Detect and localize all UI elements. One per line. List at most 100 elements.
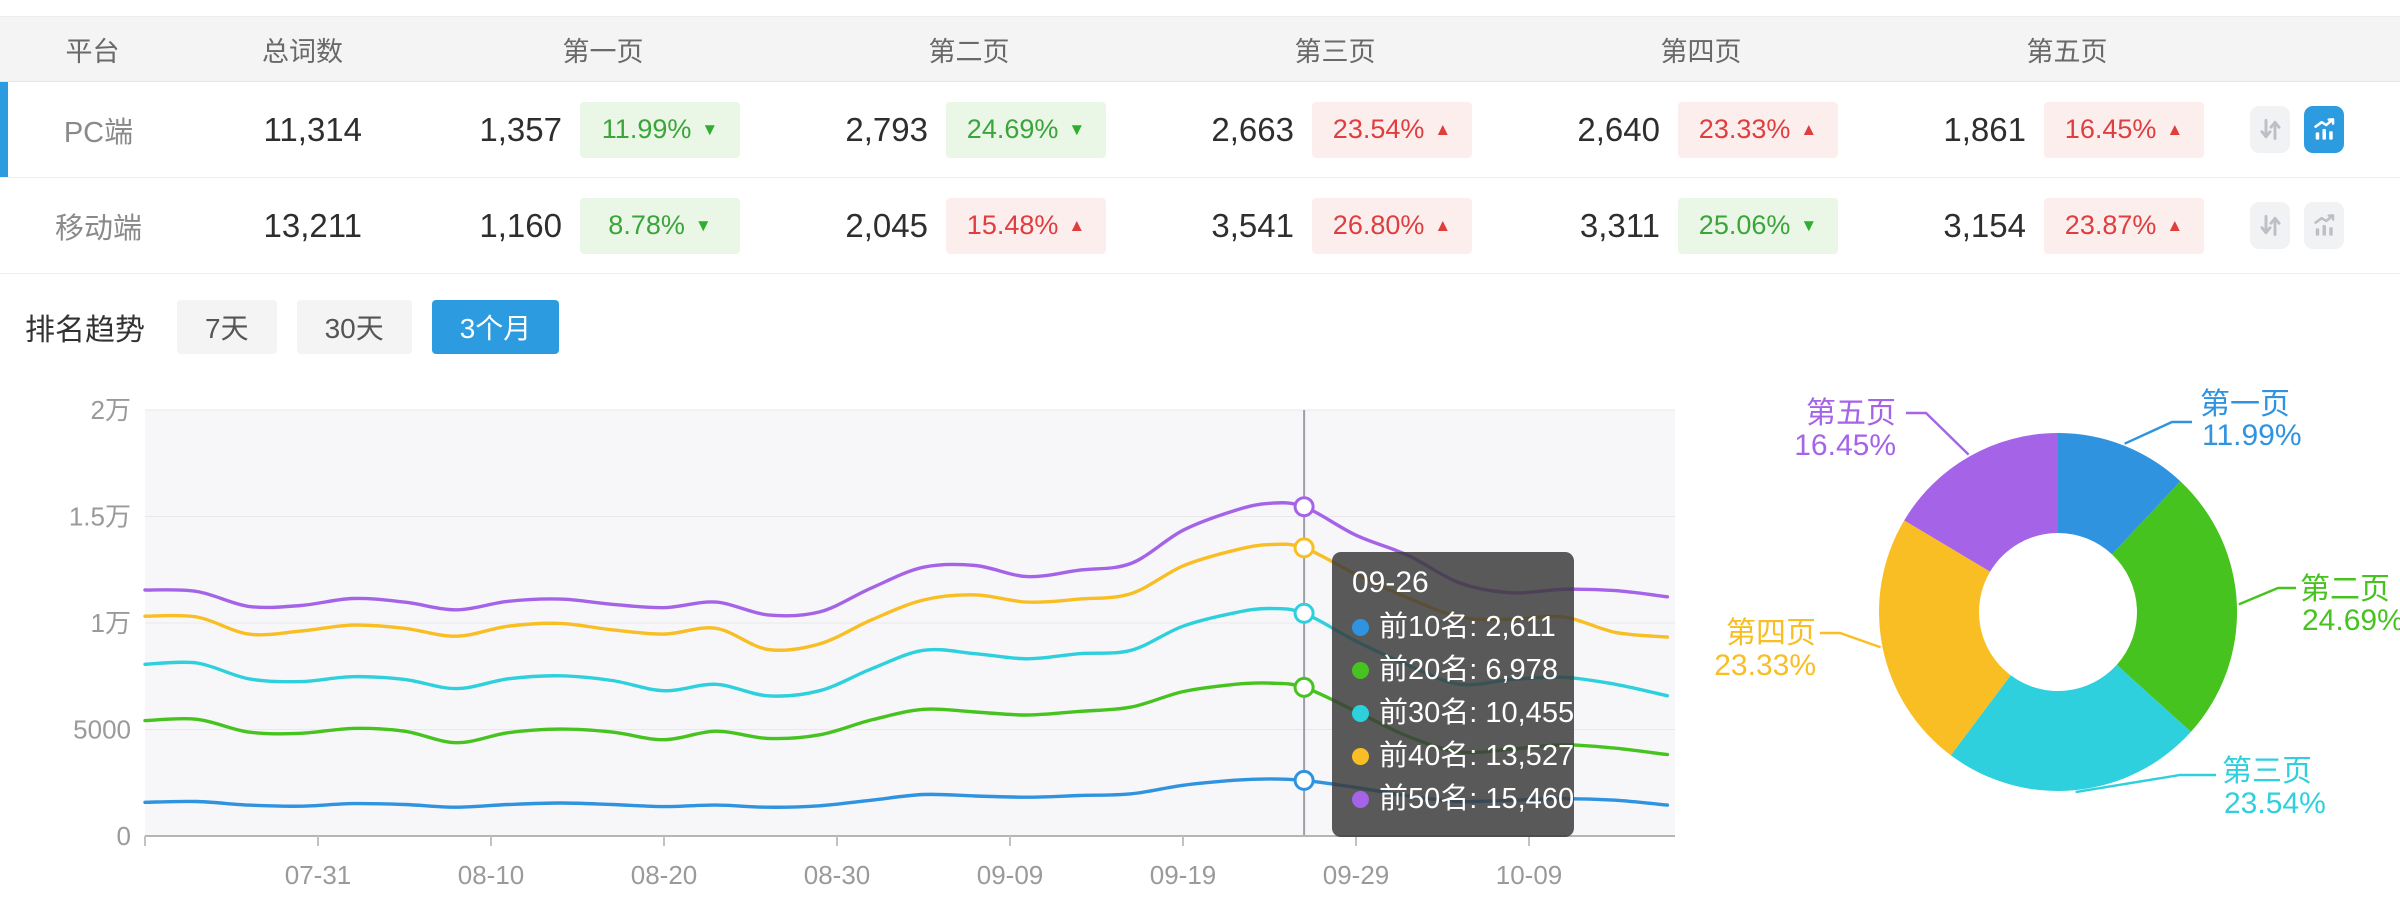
donut-label-leader bbox=[1820, 631, 1881, 649]
column-header-4: 第二页 bbox=[928, 36, 1010, 67]
row-actions bbox=[2250, 202, 2400, 249]
sort-button[interactable] bbox=[2250, 202, 2290, 249]
tab-range-3[interactable]: 3个月 bbox=[431, 300, 560, 354]
donut-label-percent: 23.33% bbox=[1714, 649, 1816, 682]
table-body: PC端 11,314 1,357 11.99% ▼ 2,793 24.69% ▼ 2,663 23… bbox=[0, 82, 2400, 274]
sort-button[interactable] bbox=[2250, 106, 2290, 153]
series-dot-icon bbox=[1352, 705, 1369, 722]
page-2-count: 2,793 bbox=[845, 110, 928, 148]
trend-chart-button[interactable] bbox=[2304, 106, 2344, 153]
y-axis-label: 0 bbox=[117, 821, 131, 851]
page-4-percent-badge: 25.06% ▼ bbox=[1678, 197, 1838, 254]
donut-label-name: 第五页 bbox=[1806, 397, 1896, 430]
x-axis-label: 10-09 bbox=[1496, 860, 1563, 890]
page-5-percent-badge: 23.87% ▲ bbox=[2044, 197, 2204, 254]
x-axis-label: 07-31 bbox=[285, 860, 352, 890]
x-axis-label: 08-10 bbox=[458, 860, 525, 890]
y-axis-label: 1万 bbox=[91, 608, 131, 638]
table-row[interactable]: 移动端 13,211 1,160 8.78% ▼ 2,045 15.48% ▲ 3,541 26.… bbox=[0, 178, 2400, 274]
table-row[interactable]: PC端 11,314 1,357 11.99% ▼ 2,793 24.69% ▼ 2,663 23… bbox=[0, 82, 2400, 178]
tooltip-series-value: 前30名: 10,455 bbox=[1379, 697, 1575, 729]
page-1-count: 1,357 bbox=[479, 110, 562, 148]
hover-marker-前30名 bbox=[1293, 602, 1315, 624]
column-header-1: 平台 bbox=[65, 36, 120, 67]
column-header-6: 第四页 bbox=[1660, 36, 1742, 67]
x-axis-label: 08-30 bbox=[804, 860, 871, 890]
trend-toolbar: 排名趋势 7天 30天 3个月 bbox=[25, 300, 2400, 354]
up-triangle-icon: ▲ bbox=[1068, 215, 1086, 235]
donut-slice-第三页[interactable] bbox=[1950, 664, 2191, 791]
x-axis-label: 09-19 bbox=[1150, 860, 1217, 890]
donut-label-percent: 23.54% bbox=[2224, 787, 2326, 820]
tooltip-series-row: 前20名: 6,978 bbox=[1352, 649, 1558, 692]
page-5-count: 1,861 bbox=[1943, 110, 2026, 148]
column-header-3: 第一页 bbox=[562, 36, 644, 67]
column-header-7: 第五页 bbox=[2026, 36, 2108, 67]
row-actions bbox=[2250, 106, 2400, 153]
trend-title: 排名趋势 bbox=[25, 314, 145, 347]
donut-label-name: 第三页 bbox=[2222, 755, 2312, 788]
percent-value: 16.45% bbox=[2064, 114, 2157, 144]
hover-marker-前10名 bbox=[1293, 769, 1315, 791]
trend-chart-button[interactable] bbox=[2304, 202, 2344, 249]
down-triangle-icon: ▼ bbox=[1800, 215, 1818, 235]
down-triangle-icon: ▼ bbox=[701, 119, 719, 139]
page-4-cell: 3,311 25.06% ▼ bbox=[1518, 197, 1884, 254]
tooltip-series-value: 前10名: 2,611 bbox=[1379, 611, 1556, 643]
donut-label-leader bbox=[2124, 420, 2192, 445]
donut-label-percent: 24.69% bbox=[2302, 604, 2400, 637]
page-5-count: 3,154 bbox=[1943, 206, 2026, 244]
percent-value: 25.06% bbox=[1698, 210, 1791, 240]
percent-value: 23.54% bbox=[1332, 114, 1425, 144]
hover-marker-前50名 bbox=[1293, 496, 1315, 518]
up-triangle-icon: ▲ bbox=[1800, 119, 1818, 139]
tooltip-series-row: 前50名: 15,460 bbox=[1352, 778, 1574, 821]
platform-label: PC端 bbox=[63, 116, 134, 149]
page-3-count: 2,663 bbox=[1211, 110, 1294, 148]
down-triangle-icon: ▼ bbox=[694, 215, 712, 235]
donut-label-percent: 11.99% bbox=[2202, 419, 2302, 452]
series-dot-icon bbox=[1352, 619, 1369, 636]
tab-range-2[interactable]: 30天 bbox=[296, 300, 412, 354]
column-header-2: 总词数 bbox=[262, 36, 343, 67]
platform-label: 移动端 bbox=[54, 212, 142, 245]
donut-label-name: 第二页 bbox=[2300, 573, 2390, 606]
tooltip-series-value: 前50名: 15,460 bbox=[1379, 783, 1575, 815]
y-axis-label: 2万 bbox=[91, 395, 131, 425]
tooltip-series-row: 前10名: 2,611 bbox=[1352, 606, 1556, 649]
page-2-cell: 2,793 24.69% ▼ bbox=[786, 101, 1152, 158]
charts-area: △ 爱站网 07-3108-1008-2008-3009-0909-1909-2… bbox=[0, 366, 2400, 922]
page-1-count: 1,160 bbox=[479, 206, 562, 244]
table-header-row: 平台 总词数 第一页 第二页 第三页 第四页 第五页 bbox=[0, 16, 2400, 82]
donut-slice-第五页[interactable] bbox=[1904, 433, 2058, 572]
page-2-count: 2,045 bbox=[845, 206, 928, 244]
tab-range-1[interactable]: 7天 bbox=[177, 300, 277, 354]
x-axis-label: 09-09 bbox=[977, 860, 1044, 890]
donut-label-name: 第一页 bbox=[2200, 388, 2290, 421]
page-2-percent-badge: 24.69% ▼ bbox=[946, 101, 1106, 158]
percent-value: 11.99% bbox=[601, 114, 692, 144]
page-1-percent-badge: 8.78% ▼ bbox=[580, 197, 740, 254]
series-dot-icon bbox=[1352, 662, 1369, 679]
up-triangle-icon: ▲ bbox=[1434, 215, 1452, 235]
page-3-percent-badge: 26.80% ▲ bbox=[1312, 197, 1472, 254]
hover-marker-前40名 bbox=[1293, 537, 1315, 559]
donut-label-name: 第四页 bbox=[1726, 617, 1816, 650]
donut-slice-第一页[interactable] bbox=[2058, 432, 2181, 555]
page-1-cell: 1,357 11.99% ▼ bbox=[420, 101, 786, 158]
total-keywords-value: 13,211 bbox=[263, 206, 362, 244]
donut-label-percent: 16.45% bbox=[1794, 429, 1896, 462]
page-5-percent-badge: 16.45% ▲ bbox=[2044, 101, 2204, 158]
donut-slice-第四页[interactable] bbox=[1879, 520, 2011, 756]
page-3-cell: 3,541 26.80% ▲ bbox=[1152, 197, 1518, 254]
percent-value: 26.80% bbox=[1332, 210, 1425, 240]
page-2-percent-badge: 15.48% ▲ bbox=[946, 197, 1106, 254]
y-axis-label: 1.5万 bbox=[69, 502, 131, 532]
donut-slice-第二页[interactable] bbox=[2112, 481, 2238, 732]
page-3-count: 3,541 bbox=[1211, 206, 1294, 244]
column-header-5: 第三页 bbox=[1294, 36, 1376, 67]
percent-value: 23.87% bbox=[2064, 210, 2157, 240]
trend-chart-icon bbox=[2313, 214, 2334, 236]
up-triangle-icon: ▲ bbox=[2166, 119, 2184, 139]
